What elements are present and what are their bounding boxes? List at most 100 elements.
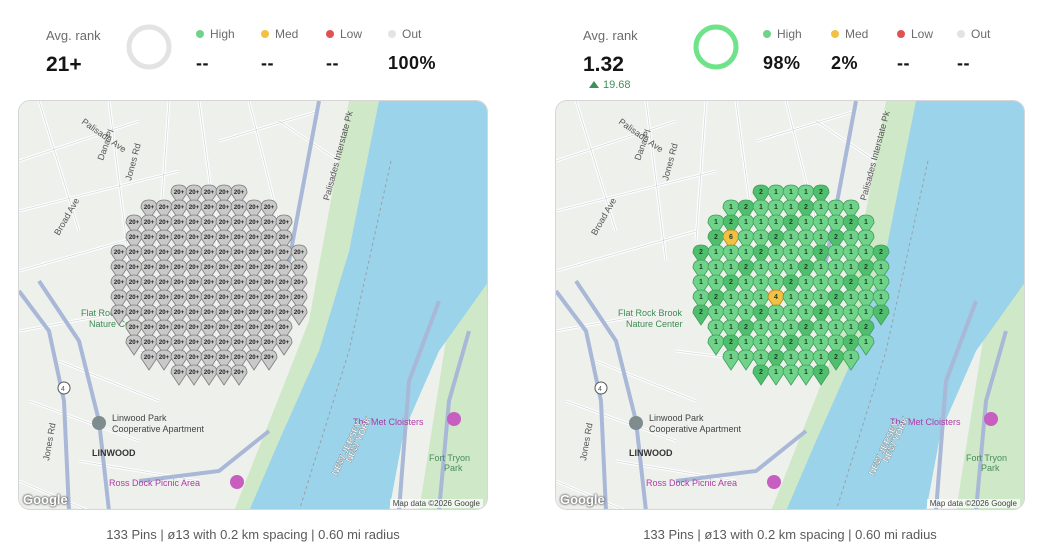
rank-pin[interactable]: 20+ [290, 244, 308, 266]
svg-text:20+: 20+ [219, 370, 230, 376]
svg-text:1: 1 [714, 279, 718, 286]
rank-pin[interactable]: 2 [872, 304, 890, 326]
rank-pin[interactable]: 2 [857, 319, 875, 341]
category-value: -- [957, 53, 970, 73]
svg-text:Park: Park [444, 463, 463, 473]
svg-text:20+: 20+ [189, 235, 200, 241]
svg-text:1: 1 [849, 249, 853, 256]
svg-text:20+: 20+ [219, 265, 230, 271]
svg-text:2: 2 [774, 234, 778, 241]
svg-text:1: 1 [759, 264, 763, 271]
svg-text:20+: 20+ [189, 355, 200, 361]
svg-text:2: 2 [744, 204, 748, 211]
rank-pin[interactable]: 1 [842, 349, 860, 371]
grid-caption: 133 Pins | ø13 with 0.2 km spacing | 0.6… [106, 527, 400, 542]
svg-text:20+: 20+ [114, 310, 125, 316]
rank-pin[interactable]: 20+ [290, 259, 308, 281]
rank-pin[interactable]: 20+ [260, 349, 278, 371]
svg-text:1: 1 [789, 294, 793, 301]
rank-pin[interactable]: 1 [857, 214, 875, 236]
rank-pin[interactable]: 20+ [260, 199, 278, 221]
rank-pin[interactable]: 20+ [230, 184, 248, 206]
svg-text:2: 2 [864, 324, 868, 331]
low-dot-icon [326, 30, 334, 38]
svg-text:20+: 20+ [129, 340, 140, 346]
svg-text:20+: 20+ [204, 295, 215, 301]
rank-pin[interactable]: 2 [812, 364, 830, 386]
map-attribution[interactable]: Map data ©2026 Google [926, 499, 1020, 508]
rank-pin[interactable]: 20+ [230, 364, 248, 386]
svg-text:20+: 20+ [144, 220, 155, 226]
svg-text:2: 2 [759, 249, 763, 256]
svg-text:20+: 20+ [249, 355, 260, 361]
svg-text:20+: 20+ [159, 295, 170, 301]
svg-text:20+: 20+ [204, 340, 215, 346]
svg-text:20+: 20+ [144, 265, 155, 271]
svg-text:20+: 20+ [189, 370, 200, 376]
rank-pin[interactable]: 1 [872, 259, 890, 281]
svg-text:1: 1 [849, 294, 853, 301]
svg-text:1: 1 [849, 234, 853, 241]
svg-text:Ross Dock Picnic Area: Ross Dock Picnic Area [109, 478, 200, 488]
svg-text:20+: 20+ [249, 205, 260, 211]
rank-pin[interactable]: 1 [872, 289, 890, 311]
svg-text:20+: 20+ [219, 340, 230, 346]
svg-text:1: 1 [729, 204, 733, 211]
svg-text:1: 1 [864, 234, 868, 241]
rank-pin[interactable]: 1 [872, 274, 890, 296]
svg-text:1: 1 [759, 204, 763, 211]
svg-text:20+: 20+ [159, 265, 170, 271]
avg-rank-label: Avg. rank [46, 28, 101, 43]
med-dot-icon [261, 30, 269, 38]
svg-text:20+: 20+ [234, 250, 245, 256]
svg-text:1: 1 [864, 339, 868, 346]
rank-pin[interactable]: 20+ [290, 289, 308, 311]
rank-pin[interactable]: 20+ [275, 334, 293, 356]
svg-text:20+: 20+ [174, 250, 185, 256]
rank-pin[interactable]: 2 [812, 184, 830, 206]
map-view[interactable]: Palisade Ave Dana Pl Jones Rd Broad Ave Pali… [555, 100, 1025, 510]
svg-text:1: 1 [744, 219, 748, 226]
svg-text:1: 1 [804, 234, 808, 241]
rank-pin[interactable]: 1 [842, 199, 860, 221]
svg-text:1: 1 [834, 204, 838, 211]
svg-text:20+: 20+ [219, 295, 230, 301]
svg-text:20+: 20+ [249, 235, 260, 241]
rank-pin[interactable]: 20+ [275, 229, 293, 251]
svg-text:2: 2 [804, 324, 808, 331]
svg-text:Fort Tryon: Fort Tryon [966, 453, 1007, 463]
svg-text:1: 1 [774, 249, 778, 256]
avg-rank-delta: 19.68 [589, 79, 631, 91]
svg-text:1: 1 [744, 279, 748, 286]
svg-text:20+: 20+ [174, 280, 185, 286]
rank-pin[interactable]: 20+ [275, 214, 293, 236]
map-attribution[interactable]: Map data ©2026 Google [389, 499, 483, 508]
low-dot-icon [897, 30, 905, 38]
rank-pin[interactable]: 1 [857, 229, 875, 251]
svg-text:20+: 20+ [264, 280, 275, 286]
svg-text:1: 1 [759, 354, 763, 361]
stats-bar: Avg. rank 1.32 19.68 High 98% Med 2% Low… [555, 22, 1025, 91]
svg-text:20+: 20+ [174, 370, 185, 376]
svg-text:1: 1 [819, 339, 823, 346]
category-high: High -- [196, 27, 266, 74]
rank-pin[interactable]: 1 [857, 334, 875, 356]
rank-pin[interactable]: 20+ [290, 274, 308, 296]
svg-text:20+: 20+ [234, 235, 245, 241]
svg-text:20+: 20+ [234, 280, 245, 286]
svg-text:20+: 20+ [174, 295, 185, 301]
svg-text:1: 1 [834, 279, 838, 286]
rank-pin[interactable]: 20+ [290, 304, 308, 326]
category-value: -- [196, 53, 209, 73]
svg-text:2: 2 [789, 279, 793, 286]
svg-text:1: 1 [819, 279, 823, 286]
svg-text:1: 1 [849, 309, 853, 316]
svg-text:20+: 20+ [144, 355, 155, 361]
rank-pin[interactable]: 20+ [275, 319, 293, 341]
map-view[interactable]: Palisade Ave Dana Pl Jones Rd Broad Ave Pali… [18, 100, 488, 510]
grid-caption: 133 Pins | ø13 with 0.2 km spacing | 0.6… [643, 527, 937, 542]
rank-pin[interactable]: 2 [872, 244, 890, 266]
svg-text:20+: 20+ [174, 190, 185, 196]
svg-text:20+: 20+ [204, 220, 215, 226]
up-arrow-icon [589, 81, 599, 88]
